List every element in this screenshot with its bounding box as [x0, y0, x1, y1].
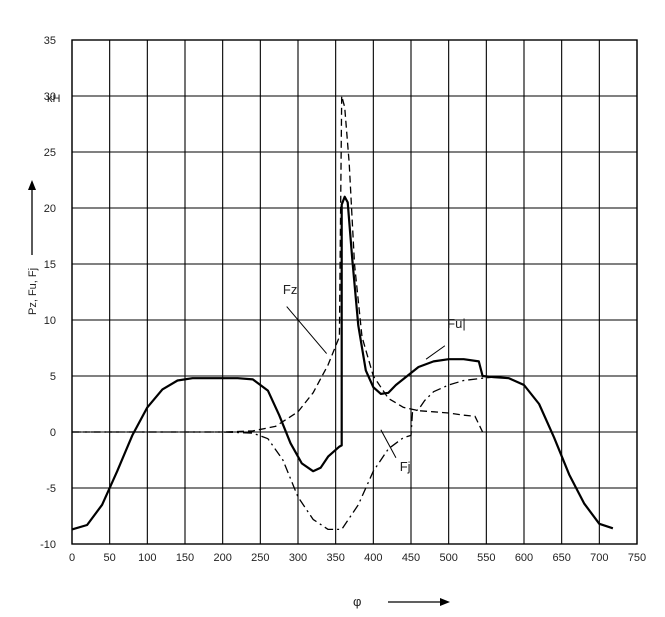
x-tick-label: 50	[104, 552, 116, 564]
annotation-leader	[380, 429, 397, 458]
x-axis-arrow-head	[440, 598, 450, 606]
x-tick-label: 0	[69, 552, 75, 564]
y-tick-label: 20	[44, 203, 56, 215]
x-tick-label: 450	[402, 552, 420, 564]
series-layer	[71, 95, 614, 531]
x-tick-label: 750	[628, 552, 646, 564]
y-tick-label: 15	[44, 259, 56, 271]
y-tick-label: 25	[44, 147, 56, 159]
y-tick-label: 30	[44, 91, 56, 103]
y-axis-label: Pz, Fu, Fj	[27, 268, 39, 315]
tick-labels: 0 50 100 150 200 250 300 350 400 450 500 550 600 650 7…	[40, 35, 646, 564]
x-axis-label: φ	[353, 594, 361, 609]
x-tick-label: 500	[439, 552, 457, 564]
y-tick-label: 10	[44, 315, 56, 327]
x-tick-label: 400	[364, 552, 382, 564]
annotations: Fz Fu| Fj	[283, 282, 466, 474]
x-tick-label: 700	[590, 552, 608, 564]
x-tick-label: 250	[251, 552, 269, 564]
annotation-leader	[286, 306, 328, 354]
x-tick-label: 550	[477, 552, 495, 564]
x-axis-label-group: φ	[353, 594, 450, 609]
annotation-leader	[425, 345, 446, 360]
y-axis-arrow-head	[28, 180, 36, 190]
series-line-fu	[71, 195, 614, 531]
plot-frame	[71, 39, 638, 545]
x-tick-label: 350	[326, 552, 344, 564]
x-tick-label: 150	[176, 552, 194, 564]
y-tick-label: 35	[44, 35, 56, 47]
x-tick-label: 200	[213, 552, 231, 564]
x-tick-label: 650	[552, 552, 570, 564]
y-axis-label-group: Pz, Fu, Fj	[27, 180, 39, 315]
y-tick-label: -5	[46, 483, 56, 495]
x-tick-label: 100	[138, 552, 156, 564]
unit-label: κH	[47, 93, 61, 105]
y-tick-label: 0	[50, 427, 56, 439]
y-tick-label: -10	[40, 539, 56, 551]
y-tick-label: 5	[50, 371, 56, 383]
series-line-fj	[72, 376, 509, 531]
annotation-label: Fz	[283, 282, 297, 297]
x-tick-label: 300	[289, 552, 307, 564]
annotation-label: Fj	[400, 459, 411, 474]
annotation-label: Fu|	[447, 316, 466, 331]
x-tick-label: 600	[515, 552, 533, 564]
grid	[71, 39, 638, 545]
